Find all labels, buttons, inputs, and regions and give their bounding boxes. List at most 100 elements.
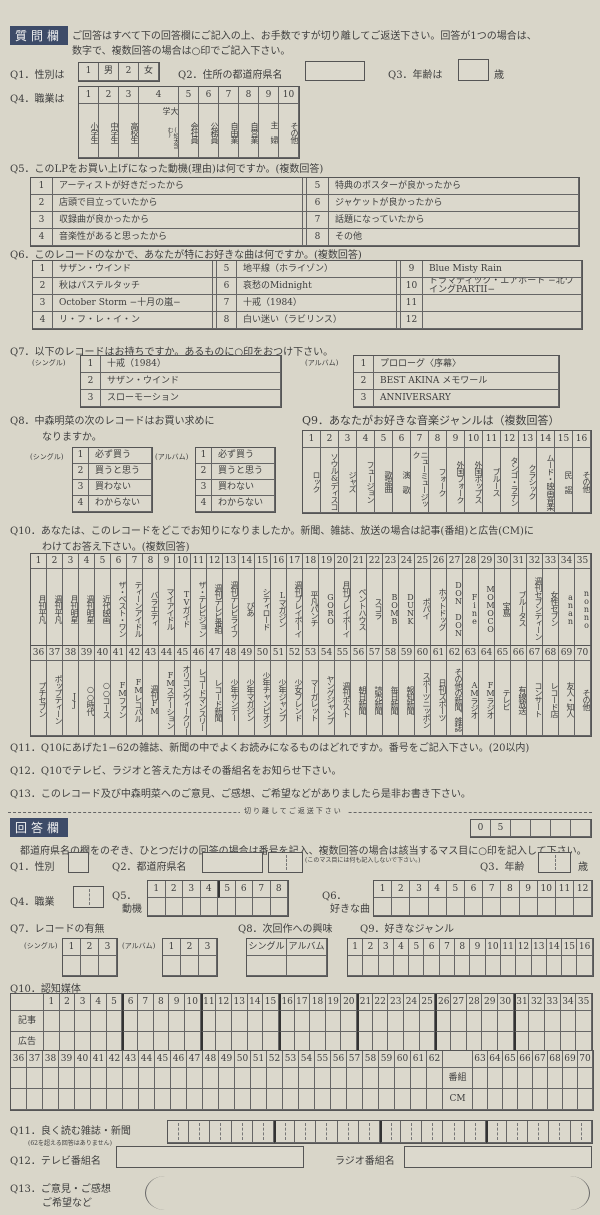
a-q6-cell[interactable] (392, 898, 411, 916)
a-q10-cell[interactable] (404, 1011, 420, 1032)
a-q10-cell[interactable] (59, 1011, 76, 1032)
a-q9-cell[interactable] (500, 956, 517, 976)
a-q10-cell[interactable] (155, 1068, 171, 1089)
a-q11-number-box[interactable] (273, 1121, 296, 1143)
a-q11-number-box[interactable] (507, 1121, 529, 1143)
a-q6-cell[interactable] (501, 898, 520, 916)
a-q6-cell[interactable] (483, 898, 502, 916)
a-q10-cell[interactable] (123, 1089, 139, 1110)
a-q9-cell[interactable] (363, 956, 379, 976)
a-q10-cell[interactable] (235, 1089, 251, 1110)
a-q10-cell[interactable] (488, 1089, 503, 1110)
a-q10-cell[interactable] (576, 1011, 592, 1032)
a-q5-cell[interactable] (253, 898, 271, 916)
a-q6-cell[interactable] (374, 898, 393, 916)
a-q10-cell[interactable] (106, 1011, 123, 1032)
a-q10-cell[interactable] (395, 1089, 411, 1110)
a-q10-cell[interactable] (187, 1089, 203, 1110)
a-q10-cell[interactable] (310, 1011, 326, 1032)
a-q10-cell[interactable] (283, 1089, 299, 1110)
a-q10-cell[interactable] (251, 1068, 267, 1089)
a-q11-number-box[interactable] (252, 1121, 274, 1143)
a-q10-cell[interactable] (498, 1011, 514, 1032)
a-q10-cell[interactable] (331, 1089, 347, 1110)
a-q10-cell[interactable] (294, 1011, 311, 1032)
a-q10-cell[interactable] (184, 1011, 201, 1032)
a-q10-cell[interactable] (560, 1011, 577, 1032)
a-q10-cell[interactable] (518, 1068, 533, 1089)
a-q9-cell[interactable] (393, 956, 410, 976)
a-q10-cell[interactable] (200, 1011, 217, 1032)
a-q10-cell[interactable] (578, 1068, 593, 1089)
a-q9-cell[interactable] (516, 956, 532, 976)
a-q10-cell[interactable] (482, 1011, 499, 1032)
a-q10-cell[interactable] (513, 1011, 530, 1032)
a-q6-cell[interactable] (410, 898, 429, 916)
a-q6-cell[interactable] (555, 898, 575, 916)
a-q10-cell[interactable] (27, 1089, 43, 1110)
a-q10-cell[interactable] (529, 1011, 545, 1032)
a-q11-number-box[interactable] (549, 1121, 571, 1143)
a-q10-cell[interactable] (347, 1068, 363, 1089)
a-q10-cell[interactable] (169, 1011, 185, 1032)
a-q7-cell[interactable] (81, 956, 99, 976)
a-q10-cell[interactable] (388, 1011, 405, 1032)
a-q12-radio-program-box[interactable] (404, 1146, 592, 1168)
a-q10-cell[interactable] (91, 1068, 107, 1089)
a-q10-cell[interactable] (59, 1089, 75, 1110)
a-q10-cell[interactable] (315, 1089, 331, 1110)
a-q11-number-box[interactable] (231, 1121, 253, 1143)
a-q2-prefecture-box[interactable] (202, 852, 263, 873)
a-q10-cell[interactable] (219, 1068, 235, 1089)
a-q9-cell[interactable] (378, 956, 394, 976)
a-q11-number-box[interactable] (295, 1121, 317, 1143)
a-q5-cell[interactable] (235, 898, 253, 916)
a-q10-cell[interactable] (315, 1068, 331, 1089)
a-q10-cell[interactable] (155, 1089, 171, 1110)
a-q6-cell[interactable] (446, 898, 465, 916)
a-q10-cell[interactable] (372, 1011, 389, 1032)
a-q9-cell[interactable] (424, 956, 440, 976)
a-q11-number-box[interactable] (189, 1121, 211, 1143)
a-q10-cell[interactable] (139, 1068, 155, 1089)
a-q1-sex-box[interactable] (68, 852, 89, 873)
a-q10-cell[interactable] (107, 1089, 123, 1110)
a-q9-cell[interactable] (439, 956, 456, 976)
a-q6-cell[interactable] (519, 898, 538, 916)
a-q5-cell[interactable] (218, 898, 236, 916)
a-q5-cell[interactable] (270, 898, 288, 916)
a-q4-occupation-box[interactable] (73, 886, 104, 908)
a-q10-cell[interactable] (563, 1068, 578, 1089)
a-q10-cell[interactable] (231, 1011, 248, 1032)
a-q10-cell[interactable] (379, 1089, 395, 1110)
a-q10-cell[interactable] (325, 1011, 342, 1032)
a-q10-cell[interactable] (43, 1068, 59, 1089)
a-q10-cell[interactable] (518, 1089, 533, 1110)
a-q9-cell[interactable] (455, 956, 471, 976)
a-q10-cell[interactable] (267, 1068, 283, 1089)
a-q5-cell[interactable] (165, 898, 183, 916)
a-q10-cell[interactable] (488, 1068, 503, 1089)
a-q6-cell[interactable] (537, 898, 556, 916)
a-q10-cell[interactable] (341, 1011, 358, 1032)
a-q7-cell[interactable] (99, 956, 117, 976)
a-q10-cell[interactable] (347, 1089, 363, 1110)
a-q6-cell[interactable] (574, 898, 593, 916)
a-q10-cell[interactable] (548, 1089, 563, 1110)
a-q10-cell[interactable] (548, 1068, 563, 1089)
a-q10-cell[interactable] (27, 1068, 43, 1089)
a-q7-cell[interactable] (181, 956, 199, 976)
a-q10-cell[interactable] (278, 1011, 295, 1032)
a-q11-number-box[interactable] (528, 1121, 550, 1143)
a-q10-cell[interactable] (363, 1068, 379, 1089)
q2-prefecture-box[interactable] (305, 61, 365, 81)
a-q5-cell[interactable] (148, 898, 166, 916)
a-q10-cell[interactable] (91, 1089, 107, 1110)
a-q7-cell[interactable] (199, 956, 217, 976)
a-q9-cell[interactable] (485, 956, 501, 976)
a-q10-cell[interactable] (43, 1089, 59, 1110)
a-q6-cell[interactable] (428, 898, 447, 916)
a-q5-cell[interactable] (183, 898, 201, 916)
a-q11-number-box[interactable] (168, 1121, 190, 1143)
a-q5-cell[interactable] (200, 898, 218, 916)
